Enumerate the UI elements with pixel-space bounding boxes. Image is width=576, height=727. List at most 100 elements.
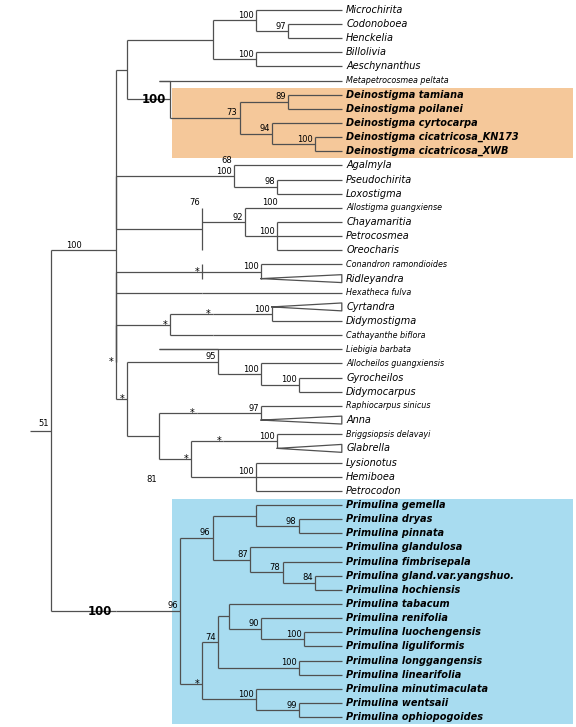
Text: 94: 94 [259,124,270,133]
Text: Glabrella: Glabrella [346,443,390,454]
Text: 51: 51 [39,419,49,428]
Text: 76: 76 [189,198,200,207]
Text: Liebigia barbata: Liebigia barbata [346,345,411,354]
Text: Allocheilos guangxiensis: Allocheilos guangxiensis [346,359,444,368]
Text: 96: 96 [168,601,178,610]
Text: Petrocosmea: Petrocosmea [346,231,410,241]
Text: 92: 92 [232,212,243,222]
Text: Aeschynanthus: Aeschynanthus [346,62,420,71]
Text: Primulina glandulosa: Primulina glandulosa [346,542,463,553]
Text: Pseudochirita: Pseudochirita [346,174,412,185]
Text: 99: 99 [286,701,297,710]
Text: Allostigma guangxiense: Allostigma guangxiense [346,204,442,212]
Text: 100: 100 [297,134,313,144]
Text: Primulina hochiensis: Primulina hochiensis [346,585,460,595]
Text: Primulina linearifolia: Primulina linearifolia [346,670,461,680]
Text: Billolivia: Billolivia [346,47,387,57]
Text: 100: 100 [243,262,259,271]
Text: Gyrocheilos: Gyrocheilos [346,373,404,382]
Text: 98: 98 [286,517,297,526]
Text: 97: 97 [248,403,259,412]
Text: *: * [120,394,124,404]
Text: Primulina dryas: Primulina dryas [346,514,433,524]
Text: Primulina longgangensis: Primulina longgangensis [346,656,482,665]
Text: Primulina wentsaii: Primulina wentsaii [346,698,448,708]
Text: Primulina luochengensis: Primulina luochengensis [346,627,481,638]
Bar [172,89,573,158]
Text: *: * [206,309,210,319]
Text: 100: 100 [66,241,81,250]
Text: Oreocharis: Oreocharis [346,245,399,255]
Text: Loxostigma: Loxostigma [346,189,403,198]
Text: Briggsiopsis delavayi: Briggsiopsis delavayi [346,430,430,438]
Text: 100: 100 [216,166,232,176]
Text: 100: 100 [238,50,253,59]
Text: Primulina minutimaculata: Primulina minutimaculata [346,684,488,694]
Text: 100: 100 [238,467,253,476]
Text: Metapetrocosmea peltata: Metapetrocosmea peltata [346,76,449,85]
Text: Deinostigma cyrtocarpa: Deinostigma cyrtocarpa [346,118,478,128]
Text: *: * [184,454,189,464]
Text: 84: 84 [302,574,313,582]
Text: 78: 78 [270,563,281,571]
Text: Codonoboea: Codonoboea [346,19,407,29]
Text: Primulina tabacum: Primulina tabacum [346,599,450,609]
Text: Henckelia: Henckelia [346,33,394,43]
Text: Deinostigma tamiana: Deinostigma tamiana [346,89,464,100]
Text: 100: 100 [286,630,302,639]
Text: Primulina ophiopogoides: Primulina ophiopogoides [346,712,483,722]
Text: 100: 100 [254,305,270,313]
Text: 100: 100 [142,92,166,105]
Text: Cyrtandra: Cyrtandra [346,302,395,312]
Text: Didymostigma: Didymostigma [346,316,418,326]
Text: 95: 95 [206,353,216,361]
Text: Anna: Anna [346,415,371,425]
Text: *: * [109,357,113,366]
Text: 100: 100 [281,375,297,385]
Text: 100: 100 [243,365,259,374]
Text: 97: 97 [275,22,286,31]
Text: 89: 89 [275,92,286,101]
Text: Cathayanthe biflora: Cathayanthe biflora [346,331,426,340]
Text: 100: 100 [262,198,278,207]
Text: Primulina gland.var.yangshuo.: Primulina gland.var.yangshuo. [346,571,514,581]
Text: Deinostigma poilanei: Deinostigma poilanei [346,104,463,114]
Text: Agalmyla: Agalmyla [346,161,392,170]
Text: Didymocarpus: Didymocarpus [346,387,417,397]
Text: 100: 100 [281,658,297,667]
Text: *: * [195,267,200,276]
Text: 68: 68 [221,156,232,165]
Text: Raphiocarpus sinicus: Raphiocarpus sinicus [346,401,431,411]
Text: Primulina pinnata: Primulina pinnata [346,529,444,538]
Text: 100: 100 [238,690,253,699]
Text: Primulina gemella: Primulina gemella [346,500,446,510]
Text: Lysionotus: Lysionotus [346,457,398,467]
Text: Primulina liguliformis: Primulina liguliformis [346,641,464,651]
Text: Primulina fimbrisepala: Primulina fimbrisepala [346,557,471,566]
Text: Hexatheca fulva: Hexatheca fulva [346,289,411,297]
Text: 100: 100 [259,432,275,441]
Text: Deinostigma cicatricosa_XWB: Deinostigma cicatricosa_XWB [346,146,509,156]
Text: Microchirita: Microchirita [346,5,404,15]
Text: 74: 74 [205,632,216,641]
Text: 96: 96 [200,529,210,537]
Text: Chayamaritia: Chayamaritia [346,217,412,227]
Text: Conandron ramondioides: Conandron ramondioides [346,260,447,269]
Text: *: * [162,320,168,329]
Text: 73: 73 [227,108,237,117]
Text: *: * [190,408,194,418]
Text: Ridleyandra: Ridleyandra [346,273,405,284]
Text: *: * [217,436,221,446]
Bar [172,499,573,723]
Text: Primulina renifolia: Primulina renifolia [346,613,448,623]
Text: 90: 90 [248,619,259,628]
Text: 87: 87 [237,550,248,559]
Text: 98: 98 [264,177,275,186]
Text: 100: 100 [238,11,253,20]
Text: 100: 100 [88,605,112,617]
Text: Hemiboea: Hemiboea [346,472,396,482]
Text: Petrocodon: Petrocodon [346,486,401,496]
Text: 81: 81 [146,475,157,484]
Text: *: * [195,678,200,688]
Text: 100: 100 [259,227,275,236]
